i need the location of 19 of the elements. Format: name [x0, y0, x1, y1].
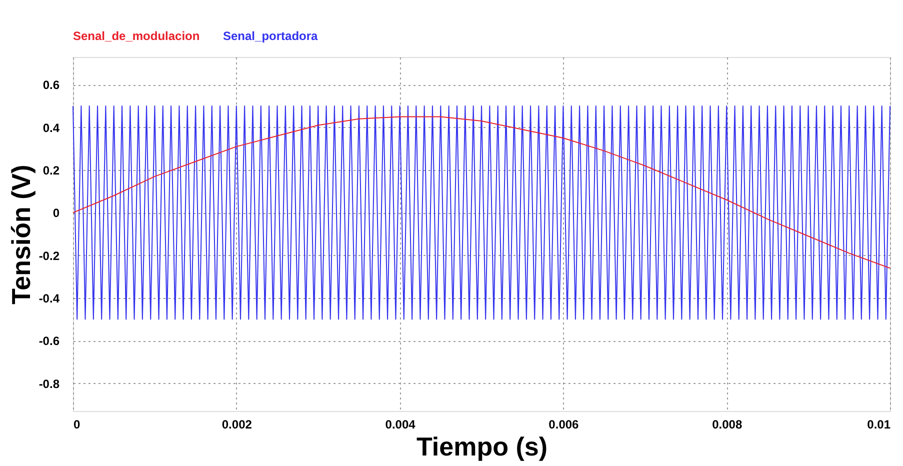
y-tick-label: -0.4 — [38, 291, 60, 306]
y-tick-label: -0.6 — [38, 334, 60, 348]
line-series — [72, 116, 890, 269]
y-tick-label: -0.2 — [38, 248, 60, 263]
x-tick-label: 0 — [74, 418, 80, 432]
x-tick-label: 0.01 — [867, 418, 891, 432]
y-tick-label: 0.4 — [42, 120, 60, 135]
y-tick-label: 0 — [52, 206, 60, 220]
x-tick-label: 0.008 — [712, 418, 742, 432]
text: Senal_portadora — [223, 29, 318, 43]
y-tick-label: 0.6 — [42, 78, 60, 92]
x-axis-title: Tiempo (s) — [416, 432, 548, 462]
y-tick-label: 0.2 — [42, 164, 60, 178]
x-tick-label: 0.004 — [385, 418, 416, 432]
y-axis-title: Tensión (V) — [6, 164, 36, 304]
x-tick-label: 0.002 — [222, 418, 252, 432]
y-tick-label: -0.8 — [38, 376, 60, 391]
x-tick-label: 0.006 — [548, 418, 580, 432]
text: Senal_de_modulacion — [73, 29, 200, 43]
